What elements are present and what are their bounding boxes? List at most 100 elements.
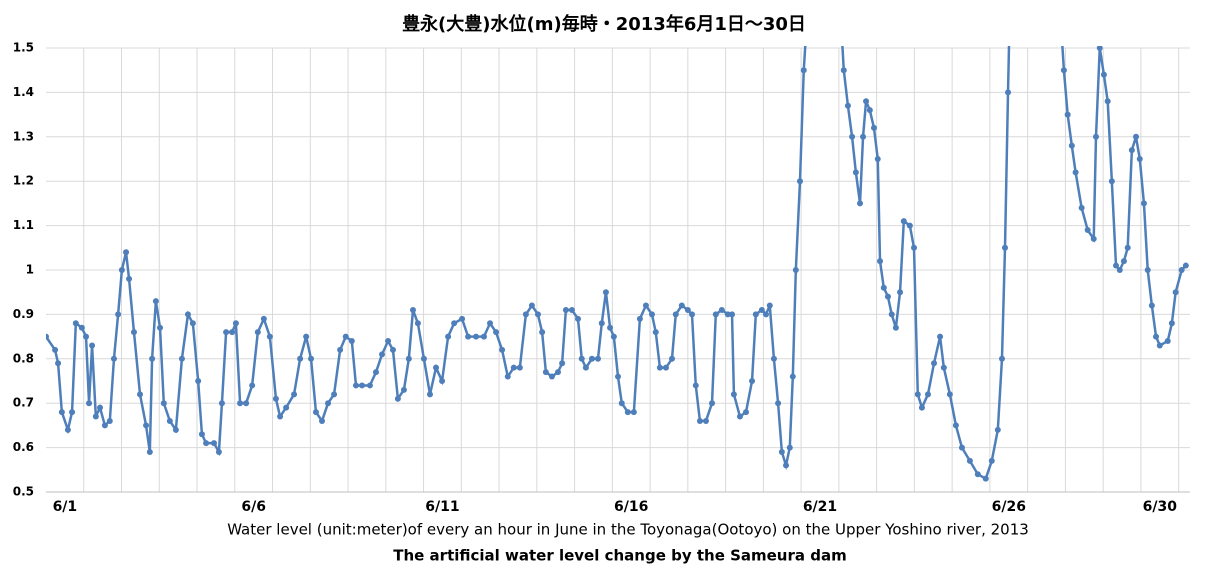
data-point (692, 382, 699, 389)
data-point (952, 422, 959, 429)
data-point (730, 391, 737, 398)
data-point (800, 67, 807, 74)
data-point (69, 409, 76, 416)
data-point (400, 386, 407, 393)
data-point (372, 369, 379, 376)
data-point (420, 355, 427, 362)
data-point (652, 329, 659, 336)
data-point (260, 315, 267, 322)
data-point (516, 364, 523, 371)
data-point (849, 133, 856, 140)
data-point (83, 333, 90, 340)
data-point (1108, 178, 1115, 185)
data-point (1148, 302, 1155, 309)
data-point (805, 1, 811, 7)
data-point (897, 289, 904, 296)
data-point (493, 329, 500, 336)
data-point (736, 413, 743, 420)
data-point (840, 67, 847, 74)
series-line (46, 46, 1187, 481)
data-point (266, 333, 273, 340)
data-point (96, 404, 103, 411)
data-point (198, 431, 205, 438)
data-point (884, 293, 891, 300)
data-point (1124, 244, 1131, 251)
data-point (130, 329, 137, 336)
data-point (528, 302, 535, 309)
data-point (308, 355, 315, 362)
data-point (146, 449, 153, 456)
data-point (46, 333, 49, 340)
data-point (385, 338, 392, 345)
data-point (988, 457, 995, 464)
data-point (126, 275, 133, 282)
data-point (223, 329, 230, 336)
x-tick-label: 6/16 (614, 499, 648, 515)
data-point (473, 333, 480, 340)
data-point (157, 324, 164, 331)
x-tick-label: 6/1 (53, 499, 78, 515)
data-point (618, 400, 625, 407)
data-point (559, 360, 566, 367)
data-point (554, 369, 561, 376)
data-point (237, 400, 244, 407)
data-point (348, 338, 355, 345)
data-point (522, 311, 529, 318)
data-point (924, 391, 931, 398)
data-point (89, 342, 96, 349)
data-point (778, 449, 785, 456)
data-point (940, 364, 947, 371)
data-point (379, 351, 386, 358)
data-point (783, 462, 790, 469)
data-point (786, 444, 793, 451)
data-point (900, 218, 907, 225)
y-tick-label: 1 (26, 263, 34, 277)
data-point (866, 107, 873, 114)
data-point (504, 373, 511, 380)
data-point (451, 320, 458, 327)
data-point (394, 395, 401, 402)
data-point (352, 382, 359, 389)
data-point (409, 306, 416, 313)
data-point (166, 417, 173, 424)
data-point (1104, 98, 1111, 105)
data-point (172, 426, 179, 433)
data-point (297, 355, 304, 362)
data-point (272, 395, 279, 402)
data-point (510, 364, 517, 371)
data-point (931, 360, 938, 367)
data-point (937, 333, 944, 340)
data-point (303, 333, 310, 340)
data-point (1136, 156, 1143, 162)
data-point (86, 400, 93, 407)
data-point (770, 355, 777, 362)
data-point (662, 364, 669, 371)
data-point (668, 355, 675, 362)
data-point (729, 311, 736, 318)
y-tick-label: 1.2 (13, 174, 34, 188)
y-tick-label: 1.5 (13, 41, 34, 55)
data-point (918, 404, 925, 411)
data-point (312, 409, 319, 416)
data-point (775, 400, 782, 407)
data-point (342, 333, 349, 340)
data-point (684, 306, 691, 313)
data-point (914, 391, 921, 398)
data-point (857, 200, 864, 207)
data-point (636, 315, 643, 322)
data-point (582, 364, 589, 371)
data-point (331, 391, 338, 398)
data-point (724, 311, 731, 318)
data-point (578, 355, 585, 362)
data-point (542, 369, 549, 376)
data-point (101, 422, 108, 429)
data-point (433, 364, 440, 371)
y-tick-label: 1.4 (13, 85, 34, 99)
data-point (55, 360, 62, 367)
data-point (72, 320, 79, 327)
data-point (1128, 147, 1135, 154)
data-point (78, 324, 85, 331)
data-point (672, 311, 679, 318)
data-point (1090, 235, 1097, 242)
